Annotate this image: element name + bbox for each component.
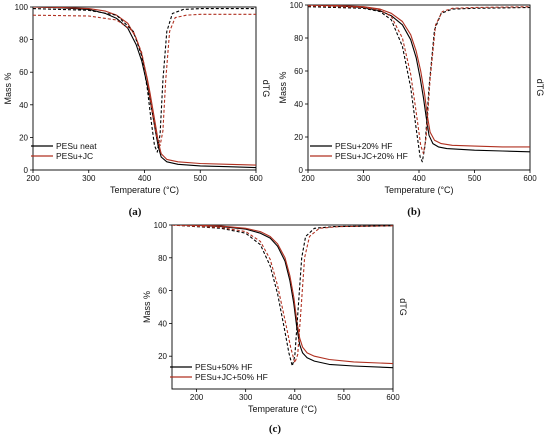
dtg-curve-2 <box>33 8 256 153</box>
y-tick-label: 20 <box>158 352 167 361</box>
legend-label: PESu+50% HF <box>195 362 252 372</box>
y-tick-label: 60 <box>294 67 303 76</box>
plot-frame <box>171 224 394 390</box>
dtg-curve-3 <box>308 5 530 155</box>
y-tick-label: 80 <box>294 34 303 43</box>
x-axis-title: Temperature (°C) <box>248 404 317 414</box>
panel-label: (c) <box>269 423 282 435</box>
x-axis-title: Temperature (°C) <box>110 185 179 195</box>
legend-label: PESu+JC+50% HF <box>195 372 268 382</box>
y-axis-title: Mass % <box>142 291 152 323</box>
series-line-pesu-jc-50-hf <box>172 225 393 365</box>
x-tick-label: 600 <box>386 393 400 402</box>
secondary-y-axis-title: dTG <box>398 298 408 316</box>
panel-a: 200 300 400 500 600 0 20 40 60 80 100 Temperature (… <box>3 3 271 218</box>
dtg-curve-2 <box>308 6 530 163</box>
y-tick-label: 100 <box>290 1 304 10</box>
series-line-pesu-jc <box>33 7 256 166</box>
x-tick-label: 300 <box>82 174 96 183</box>
x-tick-label: 200 <box>26 174 40 183</box>
secondary-y-axis-title: dTG <box>261 80 271 98</box>
x-axis-title: Temperature (°C) <box>384 185 453 195</box>
secondary-y-axis-title: dTG <box>535 79 545 97</box>
y-tick-label: 40 <box>294 100 303 109</box>
series-group <box>172 225 393 369</box>
y-tick-label: 60 <box>19 68 28 77</box>
y-tick-label: 0 <box>299 166 304 175</box>
dtg-curve-3 <box>33 13 256 147</box>
x-tick-label: 400 <box>412 174 426 183</box>
x-tick-label: 600 <box>523 174 537 183</box>
panel-label: (a) <box>129 206 142 218</box>
x-tick-label: 500 <box>337 393 351 402</box>
y-tick-label: 60 <box>158 287 167 296</box>
legend-label: PESu neat <box>56 141 97 151</box>
legend-label: PESu+20% HF <box>335 141 392 151</box>
y-tick-label: 20 <box>294 133 303 142</box>
panel-label: (b) <box>407 206 421 218</box>
series-line-pesu-20-hf <box>308 5 530 153</box>
x-tick-label: 200 <box>301 174 315 183</box>
series-group <box>308 5 530 163</box>
series-group <box>33 7 256 169</box>
y-axis-title: Mass % <box>3 72 13 104</box>
y-tick-label: 100 <box>15 3 29 12</box>
y-tick-label: 80 <box>19 36 28 45</box>
y-tick-label: 40 <box>19 101 28 110</box>
legend-label: PESu+JC+20% HF <box>335 151 408 161</box>
panel-b: 200 300 400 500 600 0 20 40 60 80 100 Temperature (… <box>278 1 545 218</box>
x-tick-label: 500 <box>468 174 482 183</box>
y-tick-label: 0 <box>24 166 29 175</box>
dtg-curve-2 <box>172 225 393 367</box>
x-tick-label: 400 <box>138 174 152 183</box>
y-tick-label: 100 <box>154 221 168 230</box>
x-tick-label: 500 <box>194 174 208 183</box>
y-tick-label: 20 <box>19 133 28 142</box>
x-tick-label: 300 <box>239 393 253 402</box>
x-tick-label: 600 <box>249 174 263 183</box>
x-tick-label: 200 <box>190 393 204 402</box>
x-tick-label: 300 <box>357 174 371 183</box>
series-line-pesu-jc-20-hf <box>308 5 530 148</box>
y-axis-title: Mass % <box>278 71 288 103</box>
dtg-curve-3 <box>172 225 393 364</box>
series-line-pesu-50-hf <box>172 225 393 369</box>
y-tick-label: 40 <box>158 319 167 328</box>
legend-label: PESu+JC <box>56 151 93 161</box>
y-tick-label: 80 <box>158 254 167 263</box>
panel-c: 200 300 400 500 600 20 40 60 80 100 Temperature (°… <box>142 221 408 435</box>
x-tick-label: 400 <box>288 393 302 402</box>
